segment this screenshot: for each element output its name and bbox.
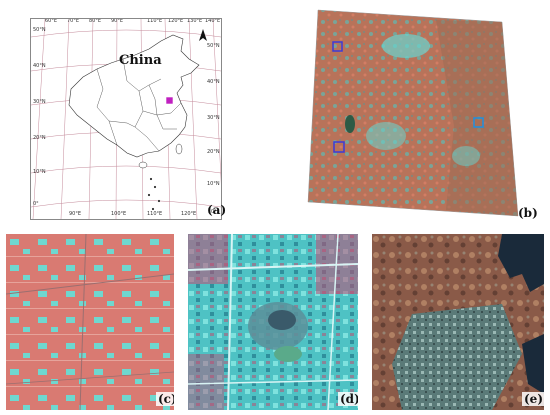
lat-left-3: 20°N: [33, 135, 46, 141]
lat-right-5: 0°: [211, 209, 217, 215]
panel-c-farmland: (c): [6, 234, 174, 410]
lon-bottom-2: 110°E: [147, 211, 163, 217]
label-c: (c): [156, 392, 174, 406]
lon-top-4: 110°E: [147, 18, 163, 24]
lat-right-2: 30°N: [207, 115, 220, 121]
lon-top-7: 140°E: [205, 18, 221, 24]
area-box-d: [333, 141, 345, 153]
lon-top-6: 130°E: [187, 18, 203, 24]
urban-image: [188, 234, 358, 410]
lon-top-1: 70°E: [67, 18, 80, 24]
label-b: (b): [518, 206, 538, 220]
lat-left-0: 50°N: [33, 27, 46, 33]
map-country-label: China: [119, 53, 162, 68]
farmland-image: [6, 234, 174, 410]
lat-right-4: 10°N: [207, 181, 220, 187]
panel-a-china-map: China 60°E 70°E 80°E 90°E 110°E 120°E 13…: [30, 18, 222, 220]
lat-left-4: 10°N: [33, 169, 46, 175]
panel-e-hills-lake: (e): [372, 234, 544, 410]
north-arrow-icon: [199, 29, 207, 41]
panel-b-satellite-scene: [296, 6, 536, 224]
lat-right-1: 40°N: [207, 79, 220, 85]
lat-left-1: 40°N: [33, 63, 46, 69]
hills-lake-image: [372, 234, 544, 410]
lon-bottom-3: 120°E: [181, 211, 197, 217]
lat-right-3: 20°N: [207, 149, 220, 155]
lon-top-3: 90°E: [111, 18, 124, 24]
label-d: (d): [338, 392, 358, 406]
area-box-e: [473, 117, 484, 128]
lat-left-5: 0°: [33, 201, 39, 207]
lon-top-5: 120°E: [168, 18, 184, 24]
lat-right-0: 50°N: [207, 43, 220, 49]
area-box-c: [332, 41, 343, 52]
lon-top-2: 80°E: [89, 18, 102, 24]
lon-top-0: 60°E: [45, 18, 58, 24]
label-a: (a): [207, 203, 227, 217]
label-e: (e): [522, 392, 544, 406]
lon-bottom-0: 90°E: [69, 211, 82, 217]
study-area-marker: [165, 96, 174, 105]
lat-left-2: 30°N: [33, 99, 46, 105]
china-outline: [68, 34, 200, 211]
lon-bottom-1: 100°E: [111, 211, 127, 217]
map-graticule: [31, 19, 221, 219]
panel-d-urban: (d): [188, 234, 358, 410]
satellite-scene-image: [307, 9, 519, 217]
